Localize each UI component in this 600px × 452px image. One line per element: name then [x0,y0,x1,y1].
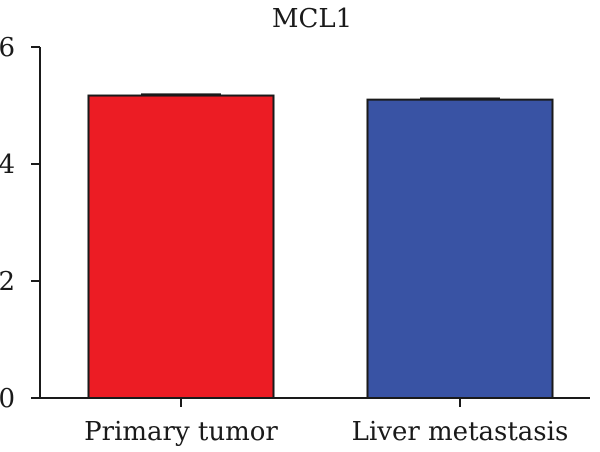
x-tick-label: Primary tumor [84,417,278,447]
bar-primary-tumor [87,94,275,400]
y-tick-label: 0 [0,384,15,414]
y-tick-label: 6 [0,33,15,63]
y-tick-label: 2 [0,267,15,297]
bar-liver-metastasis [366,98,554,400]
chart-title: MCL1 [272,4,352,34]
bars-group [87,93,554,400]
y-tick-label: 4 [0,150,15,180]
x-axis: Primary tumor Liver metastasis [40,397,590,447]
y-axis: 0 2 4 6 [0,33,41,414]
x-tick-label: Liver metastasis [352,417,569,447]
